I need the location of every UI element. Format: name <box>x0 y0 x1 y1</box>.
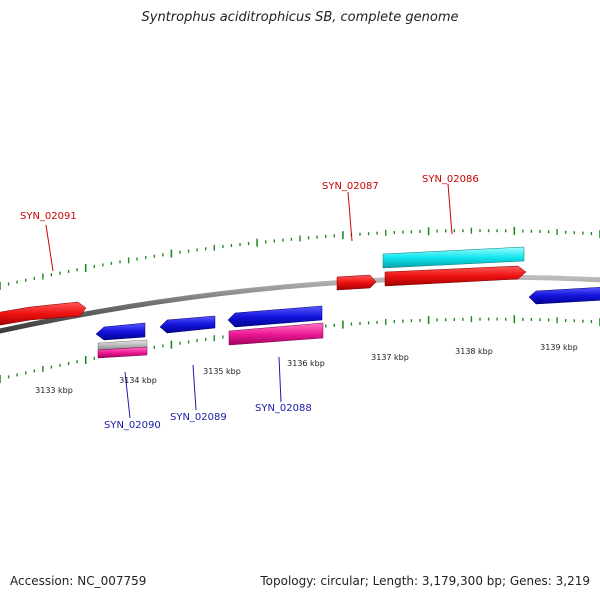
label-syn-02086[interactable]: SYN_02086 <box>422 174 479 185</box>
reverse-genes <box>95 287 600 359</box>
scale-label: 3136 kbp <box>287 359 325 368</box>
gene-syn-02089[interactable] <box>159 315 216 334</box>
label-syn-02088[interactable]: SYN_02088 <box>255 403 312 414</box>
gene-syn-02087[interactable] <box>336 274 377 291</box>
label-syn-02091[interactable]: SYN_02091 <box>20 211 77 222</box>
upper-tick-row <box>0 226 600 290</box>
genome-backbone <box>0 274 600 334</box>
scale-label: 3139 kbp <box>540 343 578 352</box>
gene-labels: SYN_02091 SYN_02087 SYN_02086 SYN_02090 … <box>20 174 479 431</box>
gene-syn-02090-pink[interactable] <box>97 346 148 359</box>
gene-syn-02086-lower[interactable] <box>384 265 527 287</box>
label-syn-02089[interactable]: SYN_02089 <box>170 412 227 423</box>
label-syn-02087[interactable]: SYN_02087 <box>322 181 379 192</box>
scale-label: 3135 kbp <box>203 367 241 376</box>
genome-title: Syntrophus aciditrophicus SB, complete g… <box>141 10 459 25</box>
leader-syn-02089 <box>192 364 197 411</box>
leader-lines <box>45 183 453 419</box>
genome-summary-text: Topology: circular; Length: 3,179,300 bp… <box>260 574 590 588</box>
label-syn-02090[interactable]: SYN_02090 <box>104 420 161 431</box>
scale-label: 3133 kbp <box>35 386 73 395</box>
scale-label: 3137 kbp <box>371 353 409 362</box>
gene-syn-02088-blue[interactable] <box>227 305 323 328</box>
gene-syn-02088-pink[interactable] <box>228 322 324 346</box>
scale-labels: 3133 kbp 3134 kbp 3135 kbp 3136 kbp 3137… <box>35 343 578 395</box>
scale-label: 3138 kbp <box>455 347 493 356</box>
gene-syn-02086-upper[interactable] <box>382 246 525 269</box>
leader-syn-02086 <box>447 183 453 235</box>
gene-forward-left[interactable] <box>0 301 87 326</box>
leader-syn-02087 <box>347 191 353 242</box>
scale-label: 3134 kbp <box>119 376 157 385</box>
accession-text: Accession: NC_007759 <box>10 574 147 588</box>
leader-syn-02088 <box>278 356 282 403</box>
gene-reverse-right[interactable] <box>528 287 600 305</box>
forward-genes <box>0 246 527 326</box>
leader-syn-02091 <box>45 224 54 272</box>
leader-syn-02090 <box>124 371 131 419</box>
gene-syn-02090[interactable] <box>95 322 146 341</box>
